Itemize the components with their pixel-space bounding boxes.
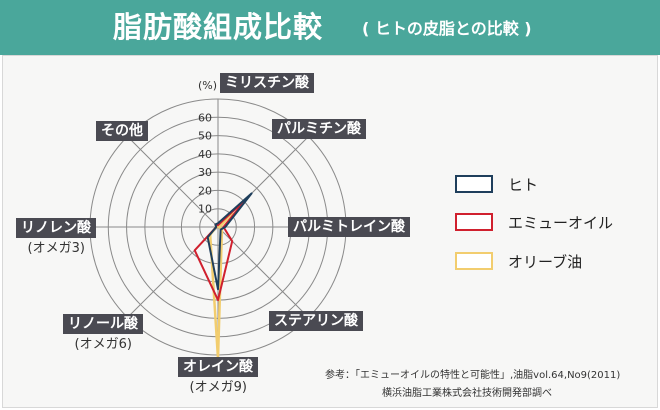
axis-label: ステアリン酸 bbox=[269, 311, 363, 331]
page-subtitle: ( ヒトの皮脂との比較 ) bbox=[362, 19, 532, 38]
legend-label-olive-oil: オリーブ油 bbox=[508, 253, 583, 271]
series-line-0 bbox=[206, 192, 253, 291]
header-bar: 脂肪酸組成比較 ( ヒトの皮脂との比較 ) bbox=[0, 0, 660, 55]
tick-label: 40 bbox=[198, 148, 212, 161]
axis-sublabel: (オメガ3) bbox=[27, 241, 85, 256]
tick-label: 60 bbox=[198, 111, 212, 124]
legend-swatch-emu-oil bbox=[455, 213, 493, 231]
axis-label: その他 bbox=[96, 121, 148, 141]
axis-label: パルミトレイン酸 bbox=[288, 217, 410, 237]
legend-swatch-human bbox=[455, 175, 493, 193]
axis-label: リノレン酸 bbox=[16, 218, 96, 238]
axis-sublabel: (オメガ9) bbox=[189, 380, 247, 395]
tick-label: 50 bbox=[198, 130, 212, 143]
axis-label: パルミチン酸 bbox=[272, 119, 366, 139]
axis-label: ミリスチン酸 bbox=[220, 73, 314, 93]
axis-spoke bbox=[127, 136, 219, 228]
source-note-line2: 横浜油脂工業株式会社技術開発部調べ bbox=[382, 388, 552, 399]
tick-label: 30 bbox=[198, 166, 212, 179]
page-title: 脂肪酸組成比較 bbox=[113, 10, 324, 44]
axis-sublabel: (オメガ6) bbox=[74, 337, 132, 352]
tick-label: 10 bbox=[198, 203, 212, 216]
legend-label-emu-oil: エミューオイル bbox=[508, 214, 614, 232]
legend-label-human: ヒト bbox=[508, 176, 539, 194]
axis-label: オレイン酸 bbox=[178, 357, 258, 377]
tick-label: 20 bbox=[198, 184, 212, 197]
source-note-line1: 参考：「エミューオイルの特性と可能性」,油脂vol.64,No9(2011) bbox=[325, 370, 621, 381]
axis-label: リノール酸 bbox=[63, 314, 143, 334]
unit-label: (%) bbox=[198, 79, 218, 92]
legend-swatch-olive-oil bbox=[455, 252, 493, 270]
axis-spoke bbox=[217, 226, 309, 318]
